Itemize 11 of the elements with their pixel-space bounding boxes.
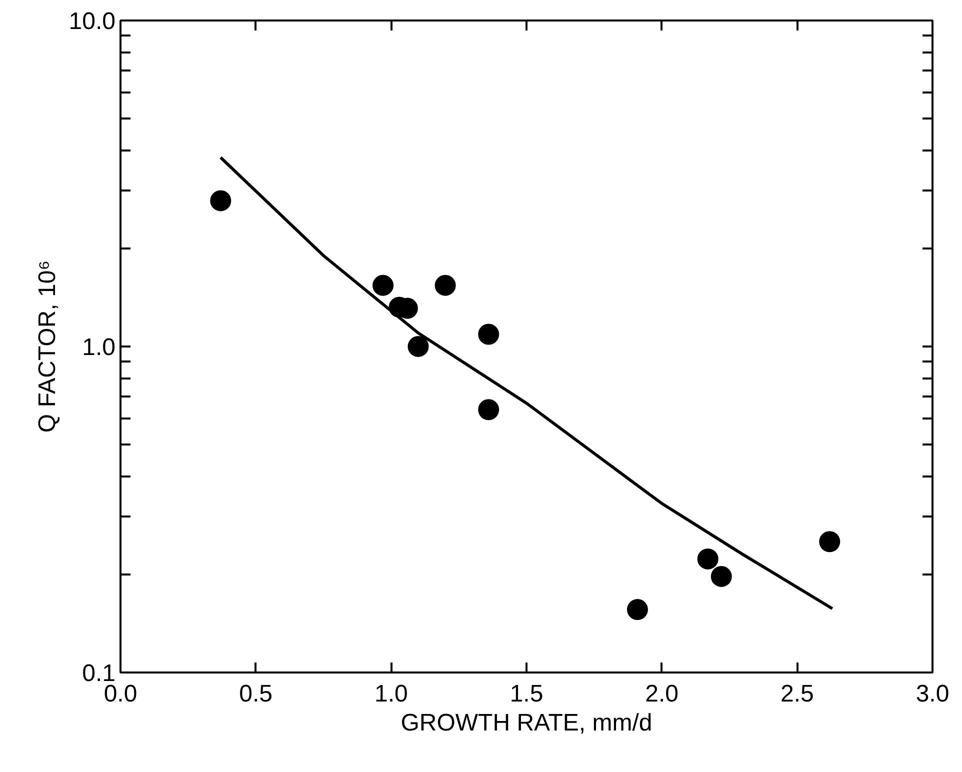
x-tick-label: 0.0 <box>104 680 138 708</box>
y-tick-label: 10.0 <box>68 8 116 35</box>
x-tick-label: 1.0 <box>374 680 408 708</box>
x-tick-label: 2.5 <box>780 680 814 708</box>
x-axis-title: GROWTH RATE, mm/d <box>400 710 652 736</box>
y-axis-title: Q FACTOR, 10⁶ <box>34 260 61 433</box>
x-tick-label: 2.0 <box>645 680 679 708</box>
x-tick-label: 3.0 <box>916 680 950 708</box>
x-tick-label: 1.5 <box>510 680 544 708</box>
x-tick-label: 0.5 <box>239 680 273 708</box>
y-tick-label: 1.0 <box>82 334 116 361</box>
